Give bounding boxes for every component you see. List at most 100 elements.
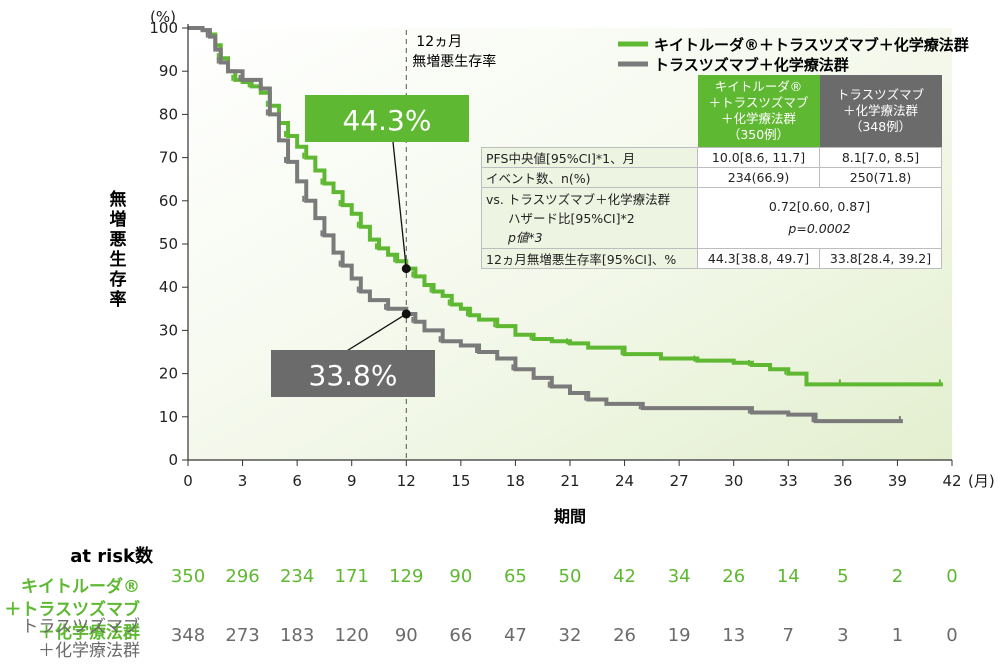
y-tick-label: 90 bbox=[159, 62, 178, 80]
x-tick-label: 21 bbox=[560, 472, 579, 490]
at-risk-trastuzumab-value: 47 bbox=[504, 625, 527, 646]
y-tick-label: 80 bbox=[159, 105, 178, 123]
reference-line-label: 無増悪生存率 bbox=[412, 53, 496, 70]
y-tick-label: 50 bbox=[159, 235, 178, 253]
callout-box-trastuzumab bbox=[271, 350, 435, 397]
at-risk-keytruda-value: 0 bbox=[946, 566, 957, 587]
x-tick-label: 27 bbox=[670, 472, 689, 490]
y-axis-label-char: 存 bbox=[110, 269, 127, 290]
at-risk-title: at risk数 bbox=[70, 545, 154, 567]
callout-label-trastuzumab: 33.8% bbox=[309, 359, 398, 392]
reference-line-label: 12ヵ月 bbox=[416, 34, 462, 50]
p-value: p=0.0002 bbox=[788, 221, 851, 236]
at-risk-label-keytruda: キイトルーダ® bbox=[21, 576, 140, 597]
cell-trastuzumab: 33.8[28.4, 39.2] bbox=[819, 248, 942, 269]
at-risk-trastuzumab-value: 90 bbox=[395, 625, 418, 646]
x-tick-label: 39 bbox=[888, 472, 907, 490]
y-tick-label: 40 bbox=[159, 278, 178, 296]
at-risk-trastuzumab-value: 66 bbox=[449, 625, 472, 646]
at-risk-trastuzumab-value: 19 bbox=[668, 625, 691, 646]
at-risk-keytruda-value: 14 bbox=[777, 566, 800, 587]
table-header-trastuzumab: トラスツズマブ ＋化学療法群 （348例） bbox=[819, 75, 942, 148]
table-row: vs. トラスツズマブ＋化学療法群 ハザード比[95%CI]*2 p値*3 0.… bbox=[481, 187, 942, 249]
at-risk-keytruda-value: 34 bbox=[668, 566, 691, 587]
callout-leader bbox=[392, 141, 407, 269]
x-unit-label: (月) bbox=[968, 472, 995, 490]
at-risk-label-trastuzumab: ＋化学療法群 bbox=[38, 641, 140, 661]
y-tick-label: 10 bbox=[159, 408, 178, 426]
y-unit-label: (%) bbox=[150, 8, 176, 26]
table-header-keytruda: キイトルーダ® ＋トラスツズマブ ＋化学療法群 （350例） bbox=[697, 75, 820, 148]
y-axis-label-char: 無 bbox=[110, 189, 127, 210]
y-tick-label: 70 bbox=[159, 149, 178, 167]
x-tick-label: 6 bbox=[292, 472, 302, 490]
table-row: 12ヵ月無増悪生存率[95%CI]、% 44.3[38.8, 49.7] 33.… bbox=[481, 248, 942, 269]
x-tick-label: 30 bbox=[724, 472, 743, 490]
y-tick-label: 30 bbox=[159, 321, 178, 339]
at-risk-trastuzumab-value: 1 bbox=[892, 625, 903, 646]
at-risk-keytruda-value: 2 bbox=[892, 566, 903, 587]
y-axis-label-char: 生 bbox=[110, 249, 127, 270]
at-risk-keytruda-value: 90 bbox=[449, 566, 472, 587]
at-risk-trastuzumab-value: 3 bbox=[837, 625, 848, 646]
at-risk-keytruda-value: 5 bbox=[837, 566, 848, 587]
at-risk-trastuzumab-value: 0 bbox=[946, 625, 957, 646]
at-risk-label-keytruda: ＋化学療法群 bbox=[38, 622, 140, 643]
y-tick-label: 0 bbox=[168, 451, 178, 469]
at-risk-keytruda-value: 65 bbox=[504, 566, 527, 587]
at-risk-trastuzumab-value: 32 bbox=[559, 625, 582, 646]
at-risk-trastuzumab-value: 120 bbox=[335, 625, 369, 646]
at-risk-label-trastuzumab: トラスツズマブ bbox=[21, 616, 140, 637]
at-risk-trastuzumab-value: 26 bbox=[613, 625, 636, 646]
y-axis-label-char: 率 bbox=[110, 289, 127, 310]
pfs-summary-table: キイトルーダ® ＋トラスツズマブ ＋化学療法群 （350例） トラスツズマブ ＋… bbox=[481, 75, 942, 269]
at-risk-keytruda-value: 296 bbox=[225, 566, 259, 587]
legend-label-keytruda: キイトルーダ®＋トラスツズマブ＋化学療法群 bbox=[654, 36, 969, 54]
hazard-ratio-value: 0.72[0.60, 0.87] bbox=[768, 199, 871, 214]
x-tick-label: 12 bbox=[397, 472, 416, 490]
callout-leader bbox=[344, 313, 407, 353]
at-risk-keytruda-value: 50 bbox=[559, 566, 582, 587]
at-risk-keytruda-value: 26 bbox=[722, 566, 745, 587]
y-tick-label: 60 bbox=[159, 192, 178, 210]
x-tick-label: 18 bbox=[506, 472, 525, 490]
at-risk-keytruda-value: 42 bbox=[613, 566, 636, 587]
at-risk-trastuzumab-value: 13 bbox=[722, 625, 745, 646]
cell-keytruda: 10.0[8.6, 11.7] bbox=[697, 147, 820, 168]
at-risk-trastuzumab-value: 348 bbox=[171, 625, 205, 646]
row-label: イベント数、n(%) bbox=[481, 167, 698, 188]
point-marker-keytruda bbox=[401, 264, 411, 274]
x-tick-label: 42 bbox=[942, 472, 961, 490]
cell-trastuzumab: 250(71.8) bbox=[819, 167, 942, 188]
at-risk-label-keytruda: ＋トラスツズマブ bbox=[4, 599, 140, 620]
at-risk-keytruda-value: 129 bbox=[389, 566, 423, 587]
x-tick-label: 0 bbox=[183, 472, 193, 490]
callout-label-keytruda: 44.3% bbox=[343, 104, 432, 137]
at-risk-trastuzumab-value: 7 bbox=[783, 625, 794, 646]
at-risk-keytruda-value: 234 bbox=[280, 566, 314, 587]
row-label: PFS中央値[95%CI]*1、月 bbox=[481, 147, 698, 168]
cell-keytruda: 234(66.9) bbox=[697, 167, 820, 188]
callout-box-keytruda bbox=[305, 95, 469, 142]
x-tick-label: 15 bbox=[451, 472, 470, 490]
series-line-1 bbox=[188, 26, 903, 424]
x-axis-label: 期間 bbox=[554, 507, 586, 526]
at-risk-trastuzumab-value: 273 bbox=[225, 625, 259, 646]
y-tick-label: 100 bbox=[149, 19, 178, 37]
y-tick-label: 20 bbox=[159, 365, 178, 383]
at-risk-keytruda-value: 350 bbox=[171, 566, 205, 587]
row-label: 12ヵ月無増悪生存率[95%CI]、% bbox=[481, 248, 698, 269]
x-tick-label: 33 bbox=[779, 472, 798, 490]
x-tick-label: 36 bbox=[833, 472, 852, 490]
table-row: PFS中央値[95%CI]*1、月 10.0[8.6, 11.7] 8.1[7.… bbox=[481, 147, 942, 168]
series-line-0 bbox=[188, 26, 943, 387]
cell-keytruda: 44.3[38.8, 49.7] bbox=[697, 248, 820, 269]
row-label-hazard: vs. トラスツズマブ＋化学療法群 ハザード比[95%CI]*2 p値*3 bbox=[481, 187, 698, 249]
y-axis-label-char: 増 bbox=[110, 209, 127, 230]
at-risk-trastuzumab-value: 183 bbox=[280, 625, 314, 646]
at-risk-keytruda-value: 171 bbox=[335, 566, 369, 587]
x-tick-label: 3 bbox=[238, 472, 248, 490]
legend-label-trastuzumab: トラスツズマブ＋化学療法群 bbox=[654, 56, 849, 74]
y-axis-label-char: 悪 bbox=[110, 230, 127, 250]
x-tick-label: 24 bbox=[615, 472, 634, 490]
